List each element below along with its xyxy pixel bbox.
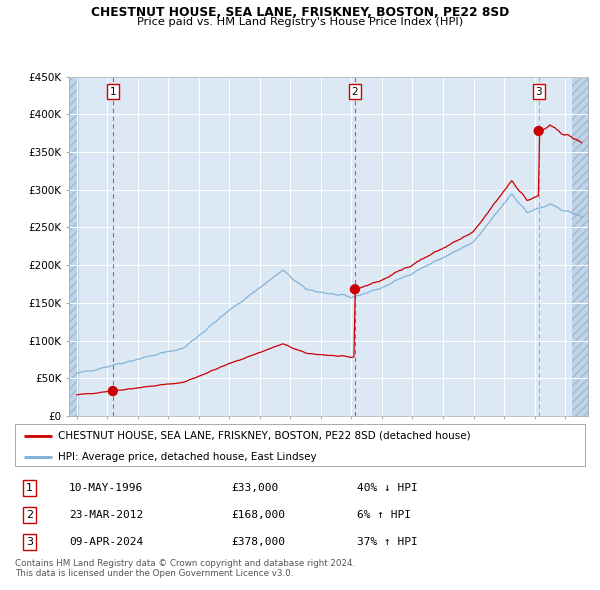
Text: £168,000: £168,000 xyxy=(232,510,286,520)
Text: 3: 3 xyxy=(26,537,33,548)
Bar xyxy=(572,77,588,416)
Point xyxy=(350,284,360,294)
Text: CHESTNUT HOUSE, SEA LANE, FRISKNEY, BOSTON, PE22 8SD: CHESTNUT HOUSE, SEA LANE, FRISKNEY, BOST… xyxy=(91,6,509,19)
Text: 1: 1 xyxy=(26,483,33,493)
Text: Contains HM Land Registry data © Crown copyright and database right 2024.: Contains HM Land Registry data © Crown c… xyxy=(15,559,355,568)
Text: 23-MAR-2012: 23-MAR-2012 xyxy=(69,510,143,520)
Text: 2: 2 xyxy=(26,510,33,520)
Text: 40% ↓ HPI: 40% ↓ HPI xyxy=(357,483,418,493)
Point xyxy=(108,386,118,396)
Text: 37% ↑ HPI: 37% ↑ HPI xyxy=(357,537,418,548)
Point xyxy=(534,126,544,136)
Text: £33,000: £33,000 xyxy=(232,483,279,493)
Text: HPI: Average price, detached house, East Lindsey: HPI: Average price, detached house, East… xyxy=(58,452,316,462)
Text: 3: 3 xyxy=(535,87,542,97)
Text: 1: 1 xyxy=(109,87,116,97)
Text: £378,000: £378,000 xyxy=(232,537,286,548)
Text: CHESTNUT HOUSE, SEA LANE, FRISKNEY, BOSTON, PE22 8SD (detached house): CHESTNUT HOUSE, SEA LANE, FRISKNEY, BOST… xyxy=(58,431,470,441)
Text: 6% ↑ HPI: 6% ↑ HPI xyxy=(357,510,411,520)
Text: This data is licensed under the Open Government Licence v3.0.: This data is licensed under the Open Gov… xyxy=(15,569,293,578)
Text: 2: 2 xyxy=(352,87,358,97)
Text: 09-APR-2024: 09-APR-2024 xyxy=(69,537,143,548)
Text: Price paid vs. HM Land Registry's House Price Index (HPI): Price paid vs. HM Land Registry's House … xyxy=(137,17,463,27)
Bar xyxy=(69,77,78,416)
Text: 10-MAY-1996: 10-MAY-1996 xyxy=(69,483,143,493)
